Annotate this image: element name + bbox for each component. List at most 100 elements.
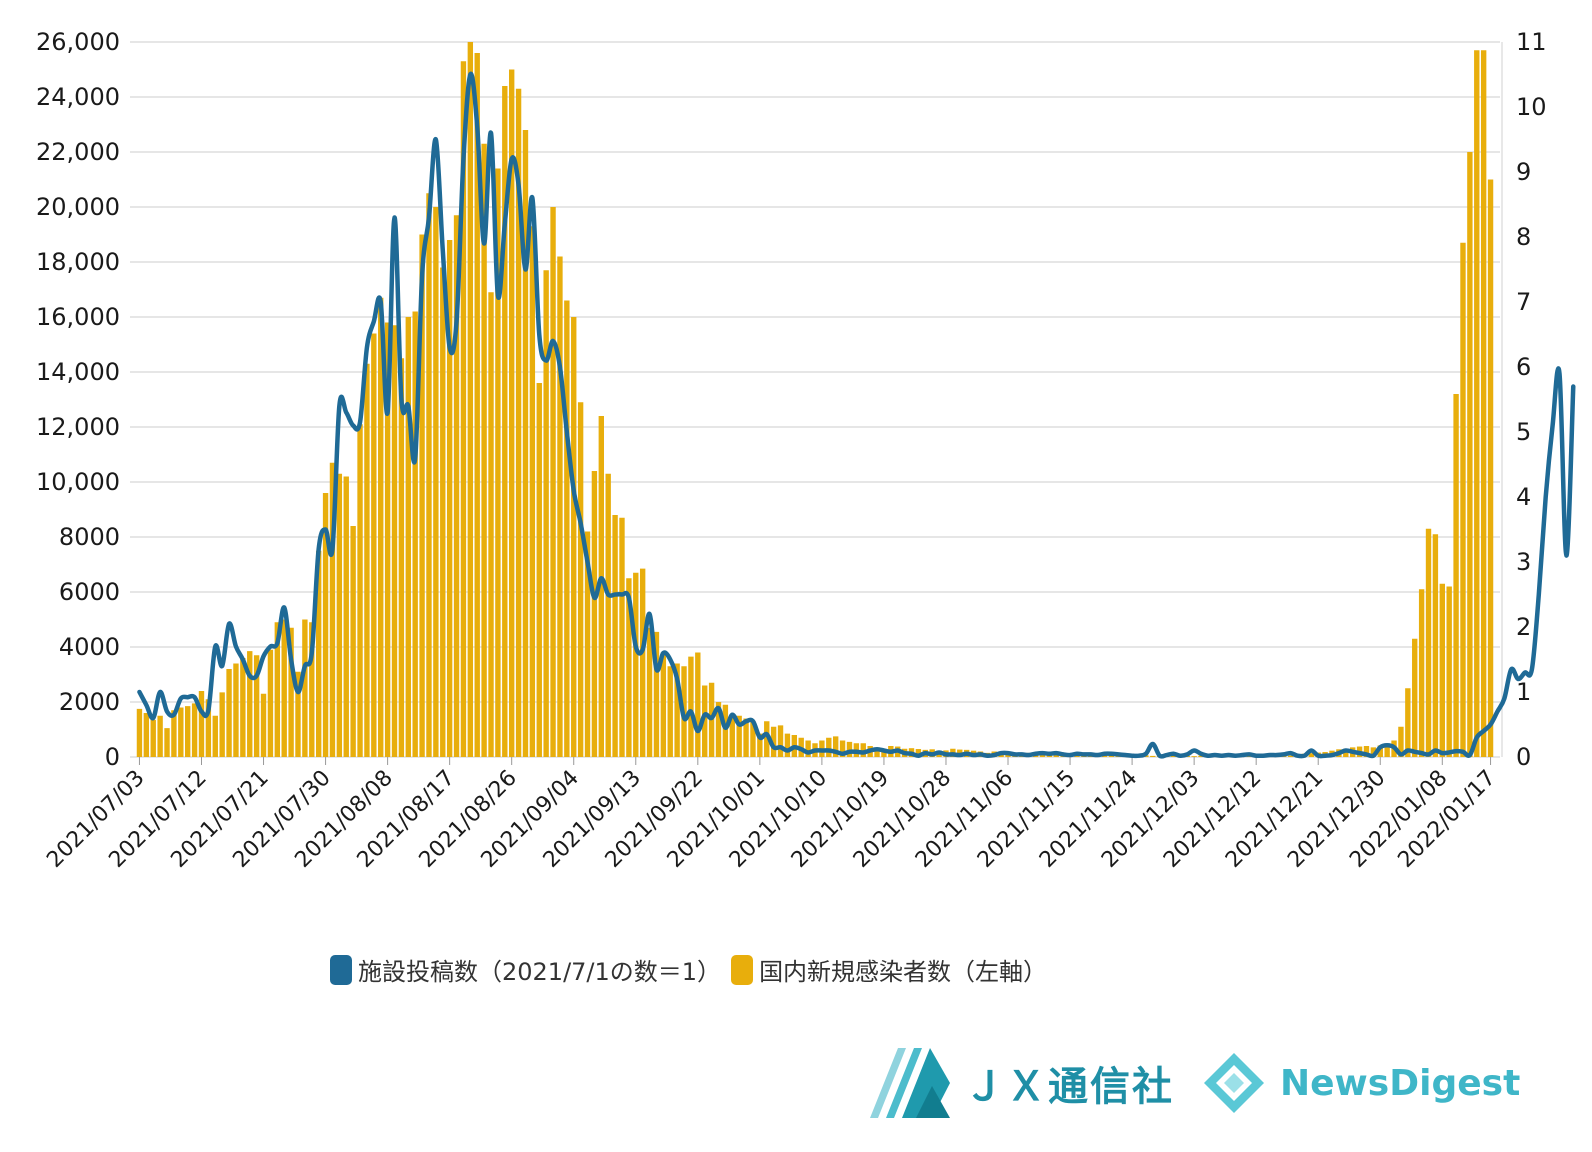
bar	[247, 651, 253, 757]
y-right-tick-label: 3	[1516, 548, 1531, 576]
bar	[378, 297, 384, 757]
bar	[639, 568, 646, 757]
y-left-tick-label: 12,000	[36, 413, 120, 441]
newsdigest-logo-text: NewsDigest	[1280, 1062, 1521, 1104]
bar	[1480, 50, 1487, 757]
bar	[274, 622, 281, 757]
bar	[198, 691, 205, 757]
bar	[1308, 753, 1315, 757]
y-left-tick-label: 8000	[59, 523, 120, 551]
bar	[598, 416, 604, 757]
bar	[1418, 589, 1425, 757]
bar	[577, 402, 584, 757]
legend-item-posts[interactable]: 施設投稿数（2021/7/1の数＝1）	[330, 952, 721, 987]
y-left-tick-label: 20,000	[36, 193, 120, 221]
bar	[722, 704, 729, 757]
bar	[315, 550, 322, 757]
y-right-tick-label: 10	[1516, 93, 1547, 121]
bar	[626, 578, 632, 757]
bar	[529, 226, 536, 757]
y-left-tick-label: 14,000	[36, 358, 120, 386]
bar	[874, 747, 880, 757]
chart-legend: 施設投稿数（2021/7/1の数＝1） 国内新規感染者数（左軸）	[330, 952, 1047, 987]
bar	[764, 721, 770, 757]
bar	[350, 526, 356, 757]
bar	[1446, 586, 1452, 757]
bar	[515, 88, 522, 757]
bar	[1405, 688, 1411, 757]
bar	[1053, 753, 1059, 757]
bar	[1439, 583, 1445, 757]
bar	[1363, 746, 1370, 757]
y-right-tick-label: 9	[1516, 158, 1531, 186]
legend-item-cases[interactable]: 国内新規感染者数（左軸）	[731, 952, 1047, 987]
bar	[839, 740, 846, 757]
y-right-tick-label: 2	[1516, 613, 1531, 641]
bar	[777, 725, 784, 757]
bar	[584, 531, 591, 757]
bar	[226, 669, 232, 757]
newsdigest-diamond-icon	[1204, 1053, 1264, 1113]
y-right-tick-label: 11	[1516, 28, 1547, 56]
bar	[881, 748, 887, 757]
y-left-tick-label: 10,000	[36, 468, 120, 496]
bar	[660, 652, 667, 757]
bar	[136, 708, 143, 757]
bar	[750, 721, 756, 757]
bar	[1474, 50, 1480, 757]
bar	[1453, 394, 1459, 757]
bar	[757, 733, 763, 757]
bar	[846, 741, 853, 757]
y-right-tick-label: 1	[1516, 678, 1531, 706]
bar	[171, 710, 177, 757]
legend-label-posts: 施設投稿数（2021/7/1の数＝1）	[358, 958, 722, 986]
bar	[267, 649, 274, 757]
bar	[522, 130, 529, 757]
y-right-tick-label: 6	[1516, 353, 1531, 381]
bar	[1101, 755, 1108, 757]
bar	[571, 317, 577, 757]
bar	[260, 693, 267, 757]
bar	[150, 719, 156, 757]
bar	[426, 193, 432, 757]
bar	[295, 671, 301, 757]
bar	[826, 737, 832, 757]
bar	[591, 471, 598, 757]
bar	[460, 61, 467, 757]
y-left-tick-label: 6000	[59, 578, 120, 606]
bar	[536, 383, 542, 757]
bar	[178, 707, 184, 757]
bar	[419, 234, 425, 757]
y-left-tick-label: 26,000	[36, 28, 120, 56]
bar	[688, 656, 694, 757]
bar	[343, 476, 349, 757]
bar	[467, 42, 474, 757]
bar	[1170, 755, 1177, 757]
bar	[736, 715, 742, 757]
y-left-tick-label: 24,000	[36, 83, 120, 111]
bar	[770, 726, 777, 757]
bar	[667, 666, 673, 757]
y-left-tick-label: 4000	[59, 633, 120, 661]
bar	[157, 715, 163, 757]
bar	[288, 627, 294, 757]
bar	[212, 715, 218, 757]
bar	[1412, 638, 1418, 757]
y-left-tick-label: 18,000	[36, 248, 120, 276]
bar	[1150, 755, 1156, 757]
series-line-posts	[137, 71, 1576, 759]
bar	[1460, 242, 1466, 757]
bar	[784, 733, 791, 757]
bar	[612, 515, 618, 757]
bar	[336, 473, 343, 757]
bar	[1377, 745, 1383, 757]
bar	[729, 714, 735, 757]
bar	[1432, 534, 1439, 757]
bar	[543, 270, 549, 757]
branding: ＪＸ通信社 NewsDigest	[860, 1048, 1520, 1118]
bar	[715, 702, 722, 757]
y-left-tick-label: 2000	[59, 688, 120, 716]
bar	[440, 267, 446, 757]
bar	[302, 619, 308, 757]
